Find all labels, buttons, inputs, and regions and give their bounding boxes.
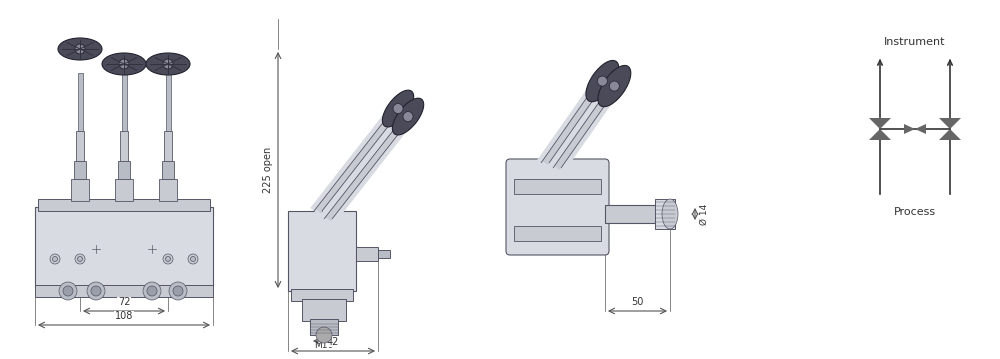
Circle shape	[63, 286, 73, 296]
Bar	[378, 250, 390, 258]
Circle shape	[78, 256, 82, 261]
Circle shape	[403, 112, 413, 122]
Circle shape	[143, 282, 161, 300]
Text: Instrument: Instrument	[884, 37, 946, 47]
Polygon shape	[869, 129, 891, 140]
Bar	[35, 285, 213, 297]
Bar	[302, 299, 346, 321]
Text: 72: 72	[118, 297, 130, 307]
Bar	[38, 199, 210, 211]
Bar	[310, 319, 338, 335]
Bar	[118, 161, 130, 179]
Circle shape	[169, 282, 187, 300]
Bar	[74, 161, 86, 179]
Circle shape	[190, 256, 196, 261]
Circle shape	[59, 282, 77, 300]
Bar	[162, 161, 174, 179]
Circle shape	[50, 254, 60, 264]
Circle shape	[87, 282, 105, 300]
Bar	[291, 289, 353, 301]
Bar	[164, 131, 172, 161]
Polygon shape	[915, 124, 926, 134]
Bar	[655, 199, 675, 229]
Polygon shape	[904, 124, 915, 134]
Bar	[288, 211, 356, 291]
Circle shape	[75, 44, 85, 54]
Circle shape	[393, 103, 403, 113]
Bar	[356, 247, 378, 261]
Circle shape	[52, 256, 58, 261]
Circle shape	[163, 254, 173, 264]
Bar	[159, 179, 177, 201]
Ellipse shape	[102, 53, 146, 75]
Circle shape	[316, 327, 332, 343]
Circle shape	[597, 76, 607, 86]
Text: 50: 50	[631, 297, 644, 307]
Bar	[605, 205, 670, 223]
Bar	[115, 179, 133, 201]
Circle shape	[91, 286, 101, 296]
Text: Process: Process	[894, 207, 936, 217]
Polygon shape	[939, 118, 961, 129]
FancyBboxPatch shape	[506, 159, 609, 255]
Circle shape	[75, 254, 85, 264]
Text: Ø 14: Ø 14	[700, 204, 709, 225]
Circle shape	[163, 59, 173, 69]
Circle shape	[166, 256, 170, 261]
Text: 108: 108	[115, 311, 133, 321]
Bar	[76, 131, 84, 161]
Ellipse shape	[146, 53, 190, 75]
Ellipse shape	[662, 199, 678, 229]
Bar	[120, 131, 128, 161]
Text: 225 open: 225 open	[263, 147, 273, 193]
Circle shape	[173, 286, 183, 296]
Ellipse shape	[382, 90, 414, 127]
Bar	[78, 73, 82, 131]
Ellipse shape	[58, 38, 102, 60]
Ellipse shape	[392, 98, 424, 135]
Ellipse shape	[586, 60, 619, 102]
Bar	[514, 179, 601, 194]
Circle shape	[609, 81, 619, 91]
Bar	[71, 179, 89, 201]
Circle shape	[119, 59, 129, 69]
Bar	[122, 73, 126, 131]
Bar	[35, 207, 213, 287]
Ellipse shape	[598, 65, 631, 107]
Text: M10: M10	[314, 341, 334, 350]
Polygon shape	[939, 129, 961, 140]
Text: 42: 42	[327, 337, 339, 347]
Circle shape	[147, 286, 157, 296]
Circle shape	[188, 254, 198, 264]
Bar	[166, 73, 170, 131]
Polygon shape	[869, 118, 891, 129]
Bar	[514, 226, 601, 241]
